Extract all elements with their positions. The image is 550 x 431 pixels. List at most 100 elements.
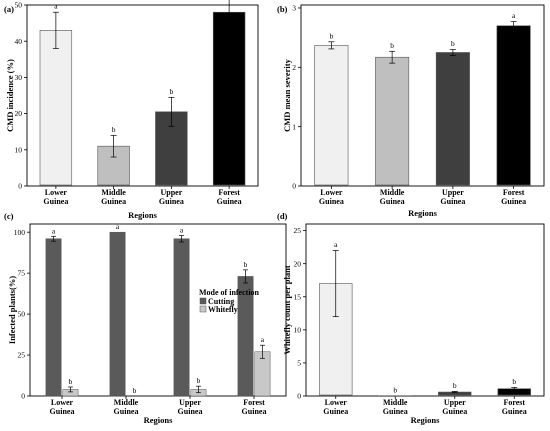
panel-c: (c) 0 25 50 75 100 Infected plants(%) Regions Lo…	[4, 211, 287, 425]
y-tick-label: 0	[21, 392, 25, 401]
significance-letter: b	[244, 260, 248, 269]
legend-label: Whitefly	[208, 305, 238, 314]
significance-letter: b	[69, 377, 73, 386]
x-tick-label: Upper	[179, 398, 201, 407]
y-tick-label: 20	[15, 109, 23, 118]
panel-label: (b)	[277, 4, 288, 14]
y-axis-title: Infected plants(%)	[7, 276, 17, 344]
plot-frame	[26, 4, 259, 187]
x-tick-label: Lower	[320, 188, 343, 197]
panel-label: (a)	[4, 4, 14, 14]
significance-letter: b	[133, 386, 137, 395]
x-tick-label: Middle	[383, 398, 408, 407]
significance-letter: a	[334, 240, 338, 249]
x-axis-title: Regions	[408, 208, 438, 218]
y-tick-label: 100	[14, 228, 26, 237]
bar	[39, 30, 73, 186]
panel-a: (a) 0 10 20 30 40 50 CMD incidence (%) Regions Lo…	[4, 0, 259, 220]
legend-swatch	[199, 297, 207, 305]
x-tick-label: Lower	[51, 398, 74, 407]
plot-frame	[300, 4, 545, 187]
bar	[375, 56, 410, 186]
y-tick-label: 0	[297, 392, 301, 401]
y-tick-label: 10	[294, 325, 302, 334]
significance-letter: b	[451, 39, 455, 48]
x-tick-label: Guinea	[101, 197, 126, 206]
x-tick-label: Middle	[380, 188, 405, 197]
significance-letter: a	[180, 225, 184, 234]
significance-letter: b	[112, 125, 116, 134]
x-tick-label: Upper	[442, 188, 464, 197]
x-tick-label: Guinea	[323, 407, 348, 416]
bar	[109, 231, 126, 397]
y-tick-label: 15	[294, 292, 302, 301]
y-tick-label: 30	[15, 73, 23, 82]
x-tick-label: Guinea	[501, 197, 526, 206]
significance-letter: a	[512, 11, 516, 20]
y-tick-label: 5	[297, 359, 301, 368]
bar	[496, 25, 531, 186]
x-tick-label: Lower	[325, 398, 348, 407]
significance-letter: b	[393, 386, 397, 395]
y-tick-label: 50	[15, 1, 23, 10]
x-tick-label: Middle	[101, 188, 126, 197]
x-tick-label: Guinea	[442, 407, 467, 416]
x-tick-label: Lower	[45, 188, 68, 197]
x-tick-label: Forest	[243, 398, 265, 407]
y-tick-label: 3	[292, 4, 296, 13]
y-tick-label: 25	[294, 226, 302, 235]
significance-letter: b	[453, 381, 457, 390]
y-tick-label: 50	[18, 310, 26, 319]
significance-letter: b	[330, 31, 334, 40]
legend-title: Mode of infection	[199, 288, 260, 297]
plot-frame	[305, 223, 545, 397]
y-tick-label: 0	[292, 182, 296, 191]
x-tick-label: Guinea	[159, 197, 184, 206]
x-tick-label: Upper	[444, 398, 466, 407]
y-tick-label: 40	[15, 37, 23, 46]
y-tick-label: 2	[292, 63, 296, 72]
x-tick-label: Upper	[160, 188, 182, 197]
x-tick-label: Forest	[218, 188, 240, 197]
y-axis-title: Whitefly count per plant	[282, 265, 292, 355]
x-tick-label: Guinea	[242, 407, 267, 416]
x-tick-label: Guinea	[502, 407, 527, 416]
x-tick-label: Forest	[503, 398, 525, 407]
legend-label: Cutting	[208, 297, 234, 306]
x-axis-title: Regions	[411, 415, 441, 425]
significance-letter: b	[170, 87, 174, 96]
x-axis-title: Regions	[128, 210, 158, 220]
y-tick-label: 1	[292, 122, 296, 131]
x-tick-label: Guinea	[383, 407, 408, 416]
x-tick-label: Middle	[114, 398, 139, 407]
significance-letter: a	[116, 222, 120, 231]
y-tick-label: 20	[294, 259, 302, 268]
y-tick-label: 25	[18, 351, 26, 360]
y-axis-title: CMD mean severity	[282, 58, 292, 131]
y-tick-label: 0	[18, 182, 22, 191]
panel-label: (d)	[277, 211, 288, 221]
x-tick-label: Guinea	[380, 197, 405, 206]
x-tick-label: Forest	[503, 188, 525, 197]
bar	[212, 11, 246, 186]
x-tick-label: Guinea	[43, 197, 68, 206]
x-tick-label: Guinea	[217, 197, 242, 206]
x-axis-title: Regions	[144, 415, 174, 425]
significance-letter: a	[261, 335, 265, 344]
bar	[314, 45, 349, 186]
x-tick-label: Guinea	[114, 407, 139, 416]
y-tick-label: 10	[15, 145, 23, 154]
y-tick-label: 75	[18, 269, 26, 278]
y-axis-title: CMD incidence (%)	[5, 59, 15, 132]
bar	[173, 238, 190, 397]
x-tick-label: Guinea	[319, 197, 344, 206]
significance-letter: a	[54, 2, 58, 11]
significance-letter: b	[197, 376, 201, 385]
bar	[435, 52, 470, 186]
plot-frame	[29, 223, 287, 397]
panel-label: (c)	[4, 211, 14, 221]
x-tick-label: Guinea	[50, 407, 75, 416]
